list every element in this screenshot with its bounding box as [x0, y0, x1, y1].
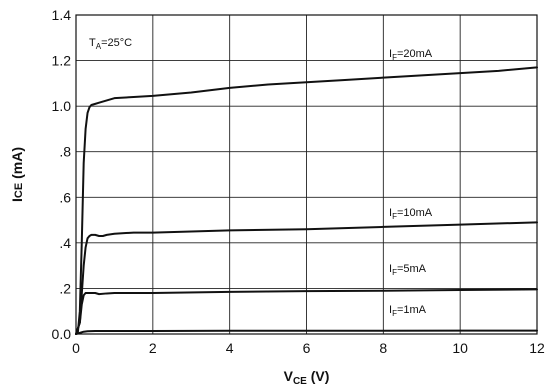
tick-labels: 0 2 4 6 8 10 12 0.0 .2 .4 .6 .8 1.0 1.2 1.4	[52, 7, 545, 356]
series-line-if-5ma	[75, 288, 538, 335]
y-tick-label: .2	[59, 280, 71, 296]
series-label-rest: =10mA	[397, 207, 433, 219]
y-tick-label: 1.2	[52, 53, 72, 69]
condition-rest: =25°C	[101, 37, 132, 49]
x-axis-label-unit: (V)	[307, 368, 330, 384]
series-label-sub: F	[392, 53, 397, 62]
y-tick-label: 1.0	[52, 98, 72, 114]
series-label-if-5ma: IF=5mA	[389, 263, 427, 277]
series-label-sub: F	[392, 309, 397, 318]
y-tick-label: .4	[59, 235, 71, 251]
y-tick-label: .8	[59, 144, 71, 160]
series-label-sub: F	[392, 268, 397, 277]
series-label-rest: =1mA	[397, 304, 427, 316]
series-label-if-1ma: IF=1mA	[389, 304, 427, 318]
condition-annotation: TA=25°C	[89, 37, 132, 51]
series-line-if-20ma	[75, 66, 538, 335]
x-tick-label: 4	[226, 340, 234, 356]
grid	[76, 15, 537, 334]
condition-main: T	[89, 37, 96, 49]
series-line-if-1ma	[75, 329, 538, 335]
x-tick-label: 10	[452, 340, 468, 356]
series-label-if-20ma: IF=20mA	[389, 48, 433, 62]
condition-sub: A	[96, 42, 102, 51]
y-axis-label: ICE (mA)	[9, 147, 25, 202]
series-label-main: I	[389, 304, 392, 316]
x-axis-label: VCE (V)	[284, 368, 330, 387]
x-axis-label-main: V	[284, 368, 294, 384]
series-lines	[75, 66, 538, 335]
y-axis-label-sub: CE	[13, 183, 25, 198]
series-label-rest: =5mA	[397, 263, 427, 275]
series-label-main: I	[389, 48, 392, 60]
x-tick-label: 6	[303, 340, 311, 356]
x-tick-label: 0	[72, 340, 80, 356]
y-tick-label: .6	[59, 189, 71, 205]
y-tick-label: 0.0	[52, 326, 72, 342]
series-label-rest: =20mA	[397, 48, 433, 60]
series-label-main: I	[389, 207, 392, 219]
series-line-if-10ma	[75, 221, 538, 335]
series-label-main: I	[389, 263, 392, 275]
x-tick-label: 2	[149, 340, 157, 356]
x-tick-label: 8	[379, 340, 387, 356]
series-label-if-10ma: IF=10mA	[389, 207, 433, 221]
y-axis-label-main: I	[9, 198, 25, 202]
x-tick-label: 12	[529, 340, 545, 356]
plot-frame	[75, 14, 538, 335]
x-axis-label-sub: CE	[293, 376, 307, 387]
y-tick-label: 1.4	[52, 7, 72, 23]
series-label-sub: F	[392, 212, 397, 221]
y-axis-label-unit: (mA)	[9, 147, 25, 183]
